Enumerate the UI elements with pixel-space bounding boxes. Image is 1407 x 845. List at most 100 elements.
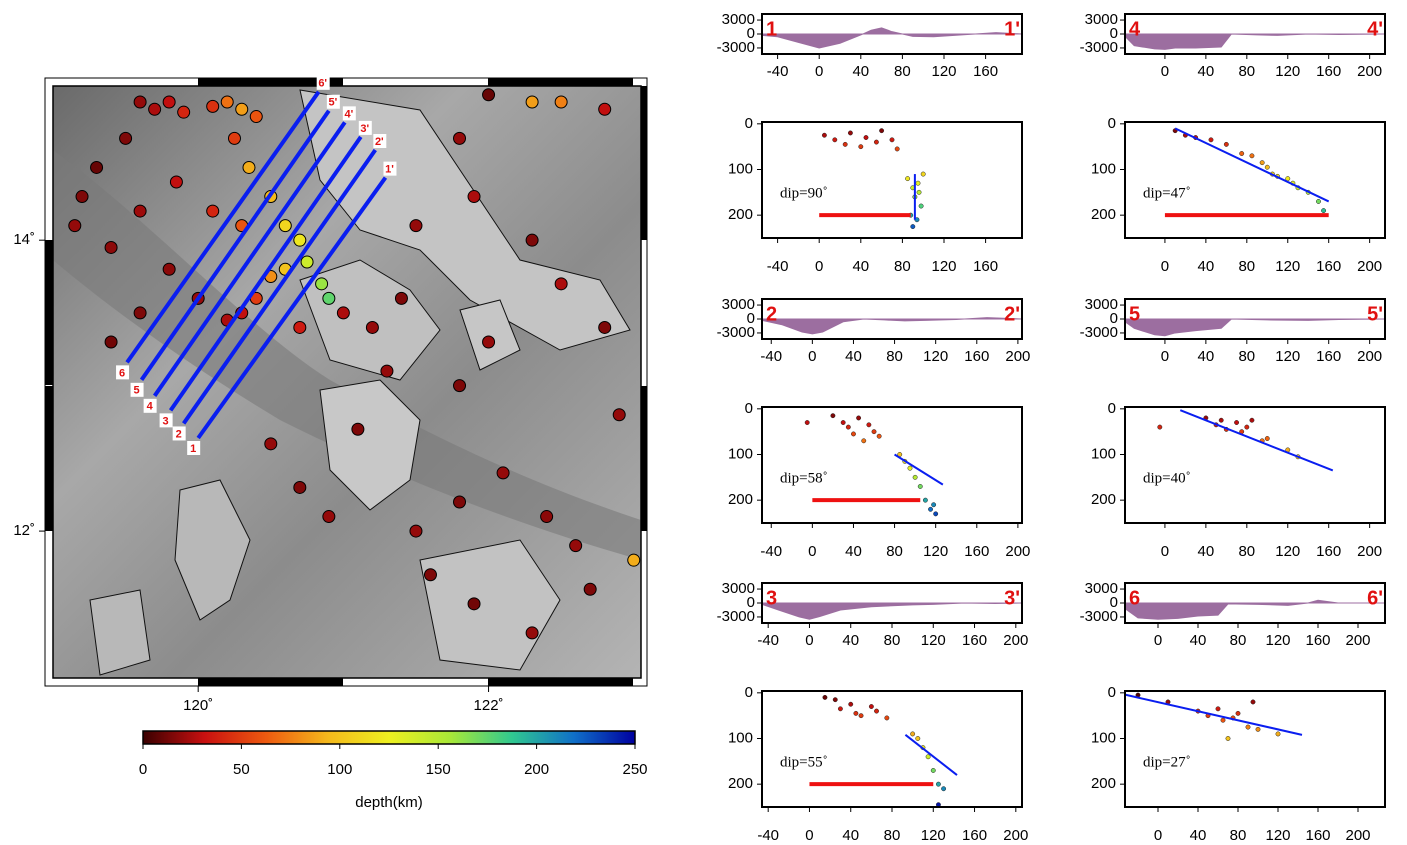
earthquake	[170, 176, 182, 188]
hypocenter	[822, 133, 826, 137]
x-tick-label: 160	[962, 827, 987, 844]
y-tick-label: 0	[745, 684, 753, 701]
earthquake	[454, 132, 466, 144]
x-tick-label: 80	[1238, 63, 1255, 80]
x-tick-label: 120	[923, 543, 948, 560]
x-tick-label: 160	[1316, 63, 1341, 80]
y-tick-label: 200	[728, 775, 753, 792]
x-tick-label: 160	[962, 632, 987, 649]
hypocenter	[838, 707, 842, 711]
hypocenter	[1250, 154, 1254, 158]
hypocenter	[831, 413, 835, 417]
hypocenter	[928, 507, 932, 511]
profile-label: 3	[163, 415, 169, 427]
x-tick-label: 40	[842, 632, 859, 649]
hypocenter	[1256, 727, 1260, 731]
y-tick-label: 0	[1108, 400, 1116, 417]
x-tick-label: 80	[1230, 827, 1247, 844]
depth-frame	[762, 407, 1022, 523]
hypocenter	[872, 429, 876, 433]
x-tick-label: -40	[767, 63, 789, 80]
profile-start-label: 6	[1129, 587, 1140, 609]
hypocenter	[843, 142, 847, 146]
earthquake	[381, 365, 393, 377]
x-tick-label: 80	[1238, 348, 1255, 365]
hypocenter	[1260, 160, 1264, 164]
hypocenter	[1216, 707, 1220, 711]
y-tick-label: 0	[1108, 115, 1116, 132]
profile-label: 4	[147, 401, 154, 413]
hypocenter	[841, 420, 845, 424]
earthquake	[149, 103, 161, 115]
x-tick-label: 0	[1161, 63, 1169, 80]
hypocenter	[859, 713, 863, 717]
x-tick-label: 120	[1275, 258, 1300, 275]
dip-label: dip=27˚	[1143, 754, 1191, 770]
earthquake	[279, 220, 291, 232]
hypocenter	[877, 434, 881, 438]
hypocenter	[921, 172, 925, 176]
hypocenter	[1226, 736, 1230, 740]
profile-label: 2'	[375, 136, 384, 148]
hypocenter	[936, 782, 940, 786]
hypocenter	[913, 475, 917, 479]
earthquake	[265, 438, 277, 450]
x-tick-label: 200	[1357, 543, 1382, 560]
hypocenter	[1219, 418, 1223, 422]
earthquake	[316, 278, 328, 290]
profile-label: 6	[119, 367, 125, 379]
profile-start-label: 1	[766, 18, 777, 40]
earthquake	[294, 481, 306, 493]
profile-label: 1'	[385, 164, 394, 176]
hypocenter	[1250, 418, 1254, 422]
x-tick-label: 80	[886, 543, 903, 560]
earthquake	[570, 540, 582, 552]
hypocenter	[931, 768, 935, 772]
hypocenter	[1316, 199, 1320, 203]
earthquake	[294, 321, 306, 333]
x-tick-label: 160	[973, 258, 998, 275]
x-tick-label: 160	[1316, 543, 1341, 560]
earthquake	[163, 263, 175, 275]
x-tick-label: 40	[845, 348, 862, 365]
x-tick-label: 0	[1154, 827, 1162, 844]
earthquake	[323, 511, 335, 523]
x-tick-label: 80	[1238, 543, 1255, 560]
x-tick-label: 200	[1005, 543, 1030, 560]
y-tick-label: 100	[1091, 445, 1116, 462]
earthquake	[555, 278, 567, 290]
hypocenter	[926, 755, 930, 759]
x-tick-label: 120	[1265, 632, 1290, 649]
colorbar-tick-label: 0	[139, 761, 147, 778]
y-tick-label: 0	[745, 115, 753, 132]
x-tick-label: 120	[1275, 543, 1300, 560]
hypocenter	[862, 439, 866, 443]
hypocenter	[848, 131, 852, 135]
earthquake	[628, 554, 640, 566]
earthquake	[526, 234, 538, 246]
hypocenter	[885, 716, 889, 720]
colorbar-tick-label: 200	[524, 761, 549, 778]
y-tick-label: 12˚	[13, 522, 35, 539]
x-tick-label: 160	[1316, 348, 1341, 365]
earthquake	[323, 292, 335, 304]
x-tick-label: 0	[805, 632, 813, 649]
hypocenter	[854, 711, 858, 715]
hypocenter	[874, 709, 878, 713]
hypocenter	[864, 135, 868, 139]
x-tick-label: 0	[815, 258, 823, 275]
profile-end-label: 1'	[1004, 18, 1020, 40]
hypocenter	[895, 147, 899, 151]
earthquake	[120, 132, 132, 144]
earthquake	[352, 423, 364, 435]
x-tick-label: 80	[886, 348, 903, 365]
earthquake	[91, 161, 103, 173]
earthquake	[526, 96, 538, 108]
earthquake	[134, 205, 146, 217]
x-tick-label: -40	[760, 348, 782, 365]
x-tick-label: 40	[1198, 543, 1215, 560]
x-tick-label: 200	[1345, 632, 1370, 649]
y-tick-label: -3000	[717, 39, 755, 56]
profile-end-label: 4'	[1367, 18, 1383, 40]
hypocenter	[916, 181, 920, 185]
